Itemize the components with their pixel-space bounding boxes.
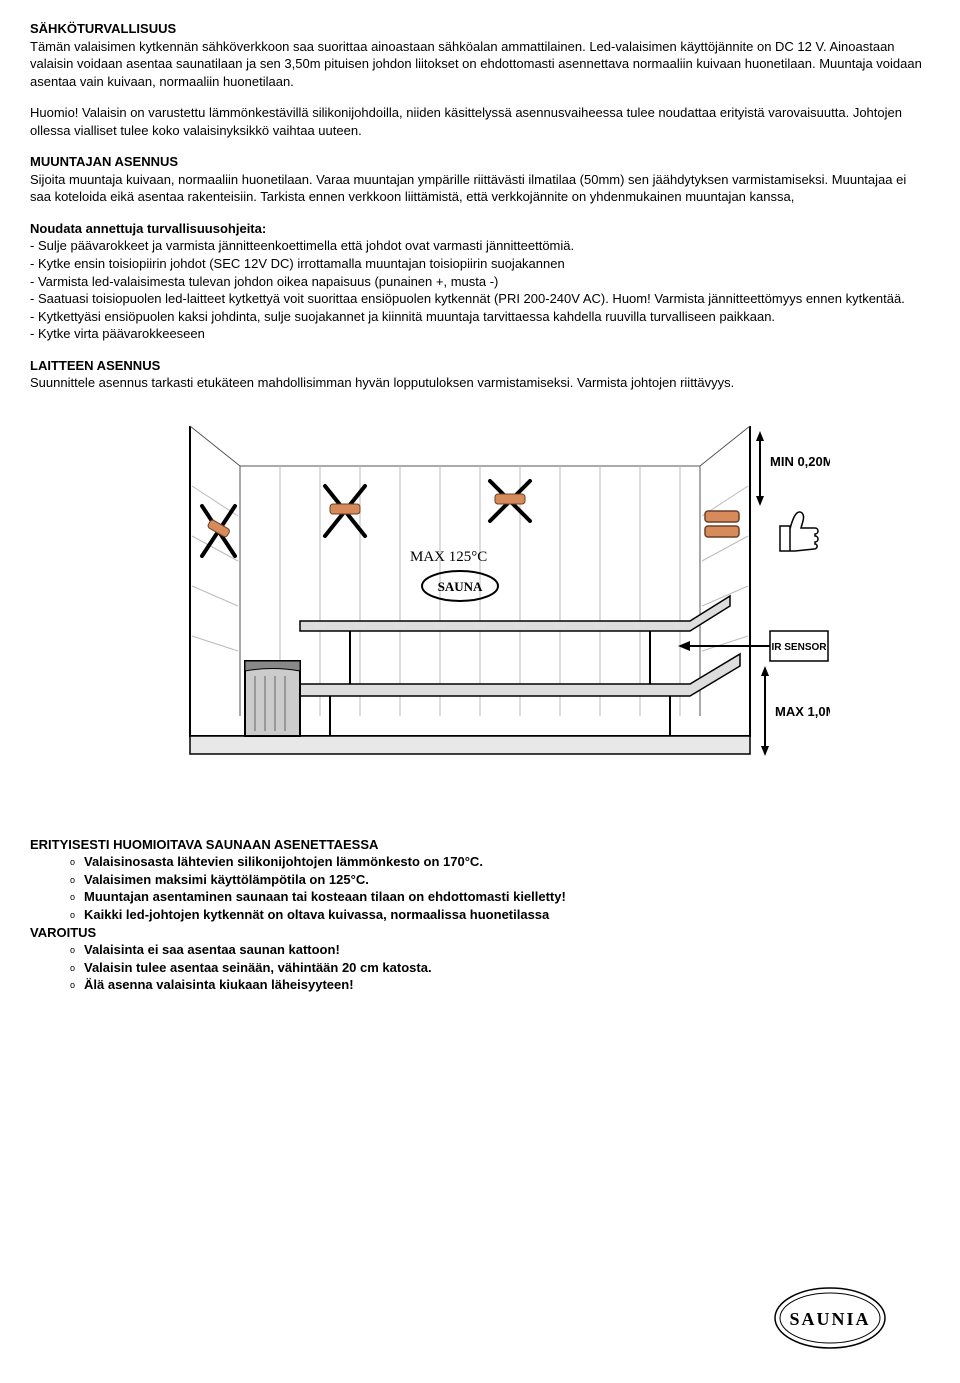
list-item: Valaisimen maksimi käyttölämpötila on 12… [84,872,369,887]
label-irsensor: IR SENSOR [771,642,827,653]
list-item: Muuntajan asentaminen saunaan tai kostea… [84,889,566,904]
transformer-block: MUUNTAJAN ASENNUS Sijoita muuntaja kuiva… [30,153,930,206]
label-maxtemp: MAX 125°C [410,549,487,565]
rule-1: - Sulje päävarokkeet ja varmista jännitt… [30,238,574,253]
list-item: Valaisinosasta lähtevien silikonijohtoje… [84,854,483,869]
list-item: Valaisin tulee asentaa seinään, vähintää… [84,960,432,975]
list-item: Älä asenna valaisinta kiukaan läheisyyte… [84,977,354,992]
safety-heading: SÄHKÖTURVALLISUUS [30,21,176,36]
list-item: Kaikki led-johtojen kytkennät on oltava … [84,907,549,922]
rules-block: Noudata annettuja turvallisuusohjeita: -… [30,220,930,343]
warning-heading: VAROITUS [30,924,930,942]
safety-p1: Tämän valaisimen kytkennän sähköverkkoon… [30,39,922,89]
rule-6: - Kytke virta päävarokkeeseen [30,326,205,341]
rule-4: - Saatuasi toisiopuolen led-laitteet kyt… [30,291,905,306]
safety-p2: Huomio! Valaisin on varustettu lämmönkes… [30,104,930,139]
stamp-text: SAUNIA [789,1309,870,1329]
install-block: LAITTEEN ASENNUS Suunnittele asennus tar… [30,357,930,392]
notes-list: Valaisinosasta lähtevien silikonijohtoje… [30,853,930,923]
label-sauna: SAUNA [438,579,483,594]
install-p1: Suunnittele asennus tarkasti etukäteen m… [30,375,734,390]
safety-block: SÄHKÖTURVALLISUUS Tämän valaisimen kytke… [30,20,930,90]
sauna-diagram: MIN 0,20M MAX 125°C SAUNA IR SENSOR MAX … [130,406,830,806]
notes-heading: ERITYISESTI HUOMIOITAVA SAUNAAN ASENETTA… [30,836,930,854]
transformer-p1: Sijoita muuntaja kuivaan, normaaliin huo… [30,172,906,205]
saunia-stamp-icon: SAUNIA [770,1283,890,1353]
rule-5: - Kytkettyäsi ensiöpuolen kaksi johdinta… [30,308,930,326]
label-min: MIN 0,20M [770,454,830,469]
list-item: Valaisinta ei saa asentaa saunan kattoon… [84,942,340,957]
install-heading: LAITTEEN ASENNUS [30,358,160,373]
warning-list: Valaisinta ei saa asentaa saunan kattoon… [30,941,930,994]
transformer-heading: MUUNTAJAN ASENNUS [30,154,178,169]
rules-heading: Noudata annettuja turvallisuusohjeita: [30,221,266,236]
rule-3: - Varmista led-valaisimesta tulevan johd… [30,274,498,289]
label-maxheight: MAX 1,0M [775,704,830,719]
rule-2: - Kytke ensin toisiopiirin johdot (SEC 1… [30,256,565,271]
